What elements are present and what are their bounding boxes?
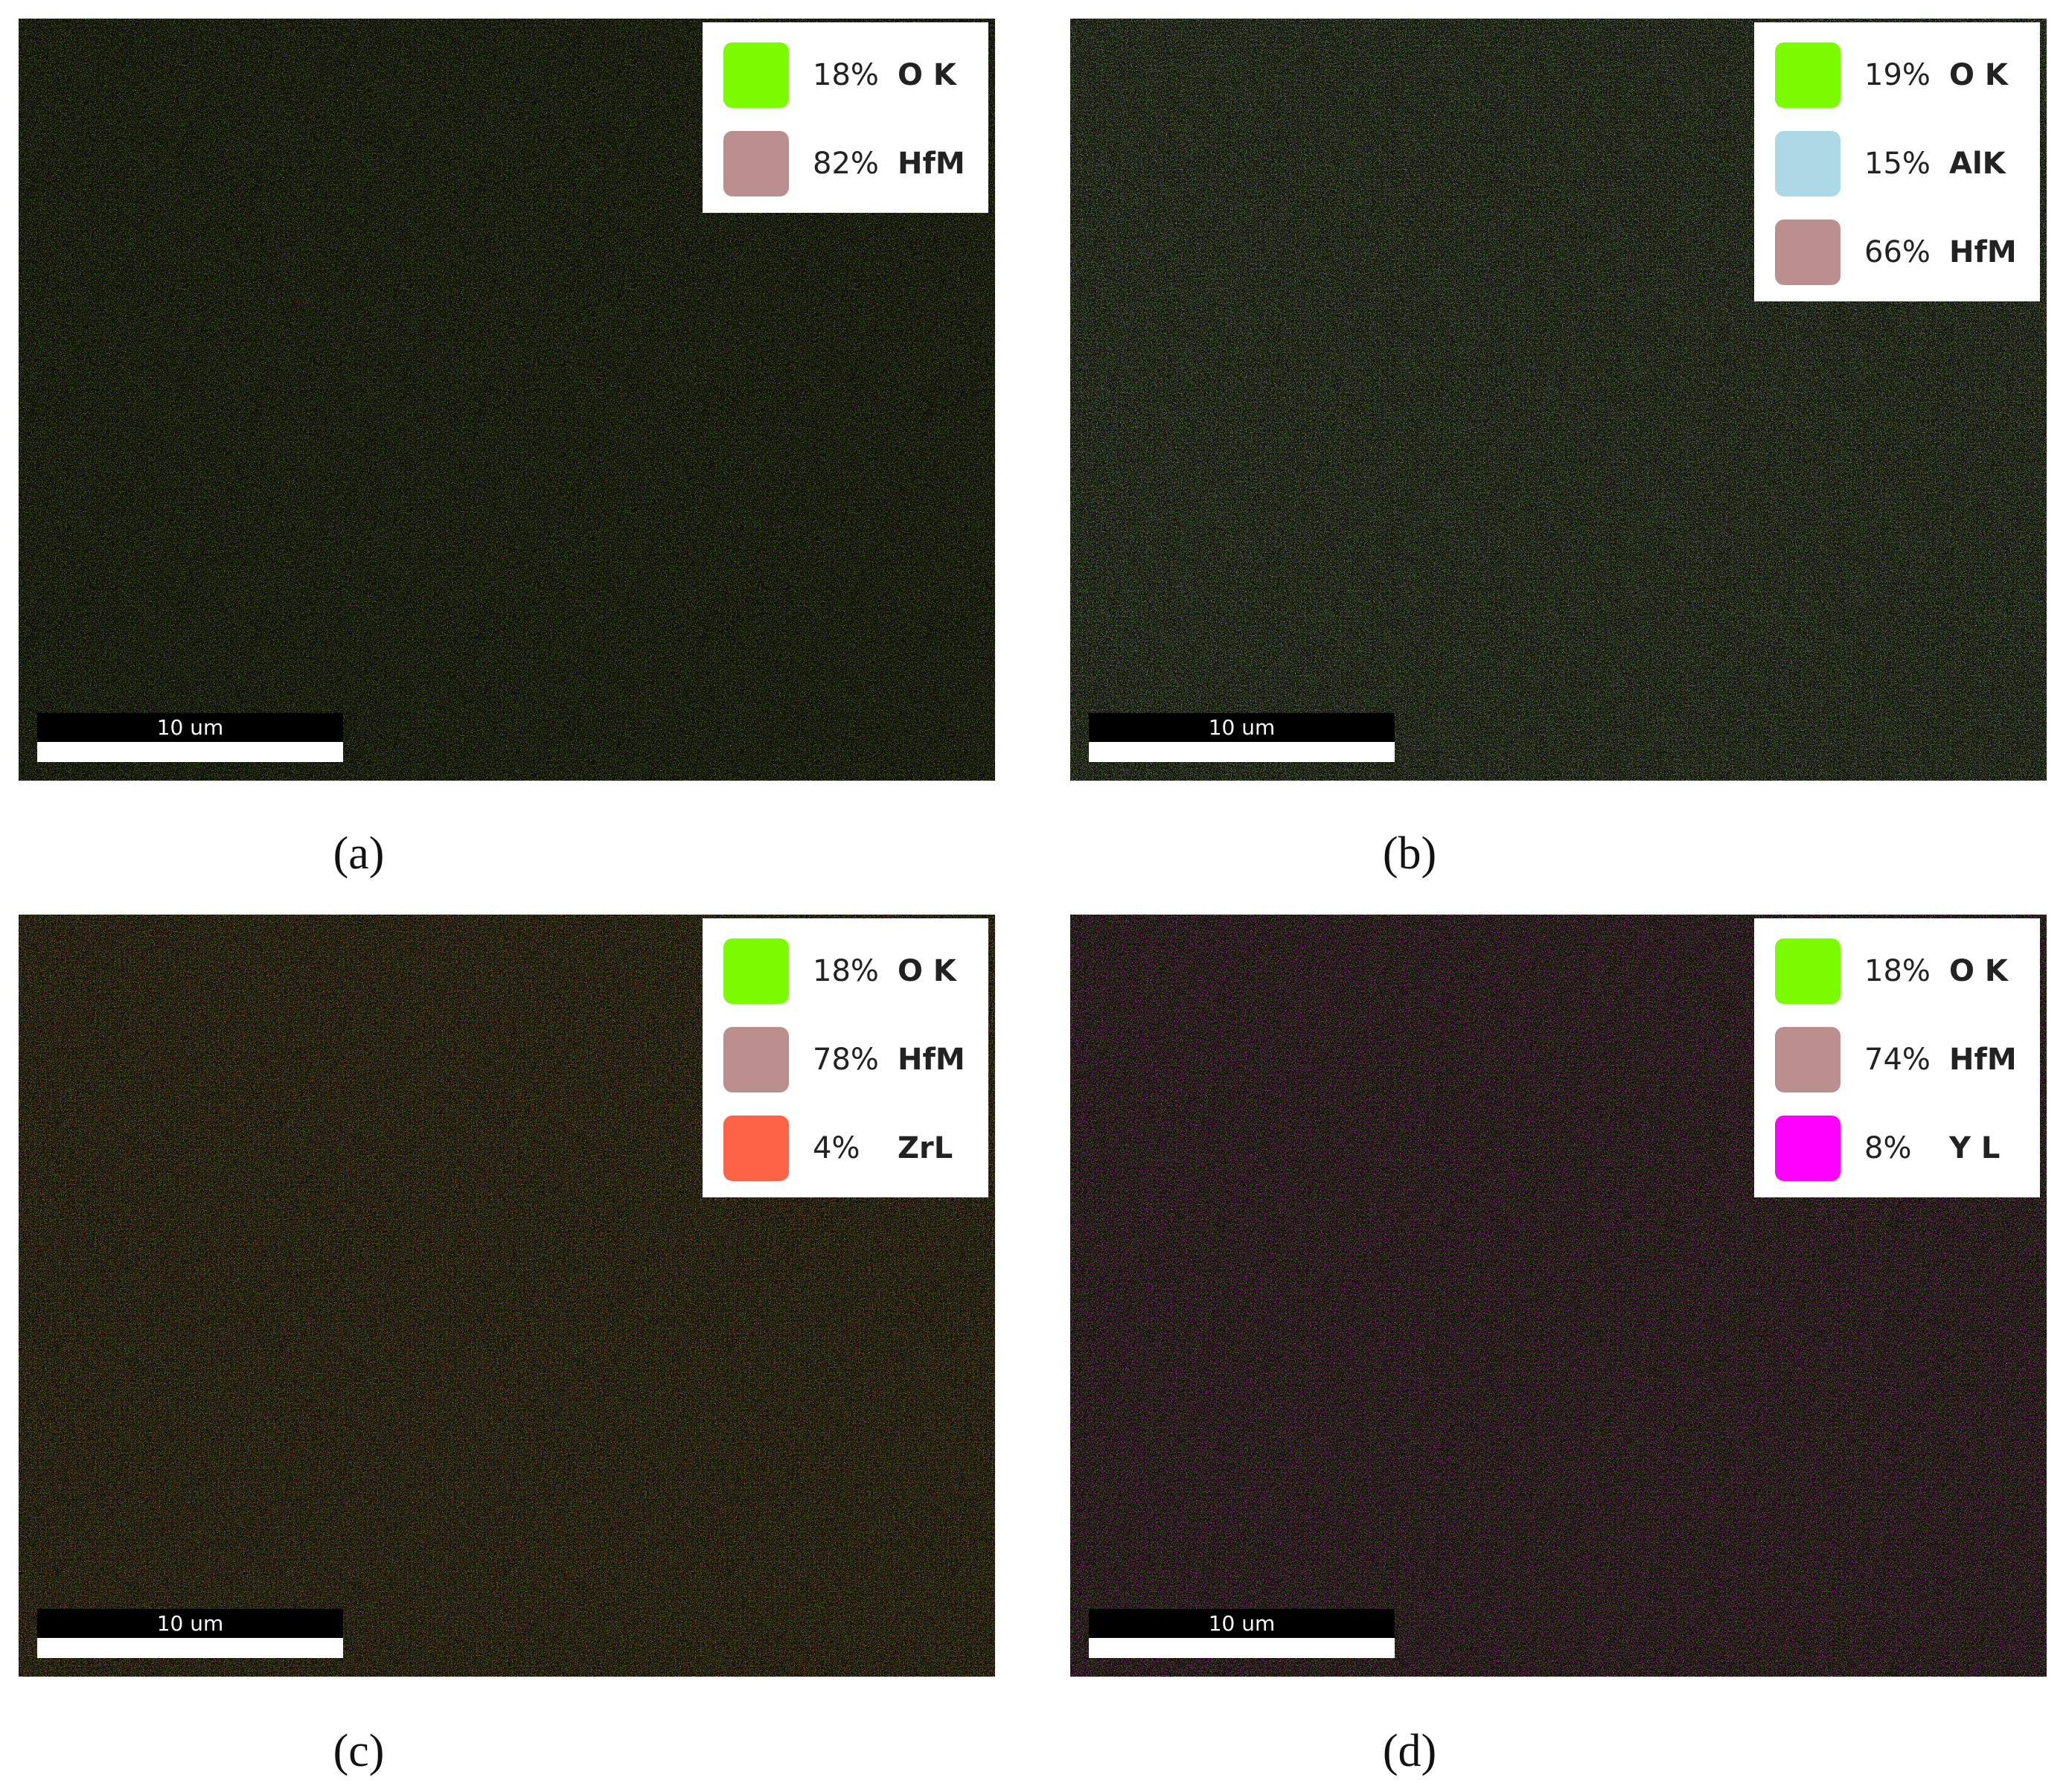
legend-item: 66% HfM <box>1754 208 2040 297</box>
legend-swatch <box>1775 131 1840 196</box>
legend: 18% O K 74% HfM 8% Y L <box>1754 918 2040 1197</box>
legend-item: 78% HfM <box>703 1016 988 1104</box>
legend: 18% O K 78% HfM 4% ZrL <box>703 918 988 1197</box>
legend-swatch <box>1775 938 1840 1004</box>
legend-swatch <box>723 1116 789 1181</box>
legend-percent: 18% <box>1864 954 1931 988</box>
legend-element: HfM <box>898 1043 965 1077</box>
panel-caption: (d) <box>1382 1726 1437 1776</box>
legend-percent: 8% <box>1864 1131 1912 1165</box>
scale-bar <box>1089 1638 1395 1658</box>
legend-percent: 78% <box>813 1043 879 1077</box>
legend-item: 8% Y L <box>1754 1104 2040 1193</box>
legend-percent: 19% <box>1864 58 1931 92</box>
legend-element: ZrL <box>898 1131 953 1165</box>
eds-map: 18% O K 74% HfM 8% Y L 10 um <box>1070 915 2047 1677</box>
legend-item: 74% HfM <box>1754 1016 2040 1104</box>
legend-element: O K <box>1949 954 2008 988</box>
scale-bar <box>1089 742 1395 762</box>
legend-percent: 15% <box>1864 147 1931 181</box>
legend-element: HfM <box>898 147 965 181</box>
legend-percent: 66% <box>1864 235 1931 269</box>
scale-bar-label: 10 um <box>37 713 343 742</box>
legend-element: HfM <box>1949 1043 2017 1077</box>
eds-map: 19% O K 15% AlK 66% HfM 10 um <box>1070 19 2047 781</box>
legend-swatch <box>1775 1116 1840 1181</box>
panel-caption: (a) <box>333 828 385 879</box>
legend-percent: 18% <box>813 58 879 92</box>
legend-swatch <box>723 1027 789 1092</box>
legend: 18% O K 82% HfM <box>703 22 988 213</box>
scale-bar <box>37 1638 343 1658</box>
legend-percent: 82% <box>813 147 879 181</box>
legend-percent: 18% <box>813 954 879 988</box>
legend-element: O K <box>1949 58 2008 92</box>
eds-map: 18% O K 82% HfM 10 um <box>19 19 995 781</box>
legend-element: HfM <box>1949 235 2017 269</box>
legend: 19% O K 15% AlK 66% HfM <box>1754 22 2040 301</box>
eds-map: 18% O K 78% HfM 4% ZrL 10 um <box>19 915 995 1677</box>
legend-element: Y L <box>1949 1131 2001 1165</box>
legend-element: O K <box>898 58 956 92</box>
scale-bar-label: 10 um <box>1089 1609 1395 1638</box>
legend-item: 18% O K <box>703 927 988 1016</box>
legend-item: 19% O K <box>1754 31 2040 120</box>
legend-item: 18% O K <box>1754 927 2040 1016</box>
legend-element: AlK <box>1949 147 2006 181</box>
legend-swatch <box>723 938 789 1004</box>
legend-swatch <box>1775 42 1840 108</box>
panel-caption: (b) <box>1382 828 1437 879</box>
legend-swatch <box>1775 1027 1840 1092</box>
scale-bar-label: 10 um <box>37 1609 343 1638</box>
scale-bar-label: 10 um <box>1089 713 1395 742</box>
legend-swatch <box>723 131 789 196</box>
legend-item: 4% ZrL <box>703 1104 988 1193</box>
scale-bar <box>37 742 343 762</box>
legend-item: 18% O K <box>703 31 988 120</box>
legend-item: 15% AlK <box>1754 120 2040 208</box>
legend-element: O K <box>898 954 956 988</box>
legend-percent: 74% <box>1864 1043 1931 1077</box>
legend-swatch <box>723 42 789 108</box>
legend-swatch <box>1775 220 1840 285</box>
legend-item: 82% HfM <box>703 120 988 208</box>
legend-percent: 4% <box>813 1131 860 1165</box>
panel-caption: (c) <box>333 1726 385 1776</box>
